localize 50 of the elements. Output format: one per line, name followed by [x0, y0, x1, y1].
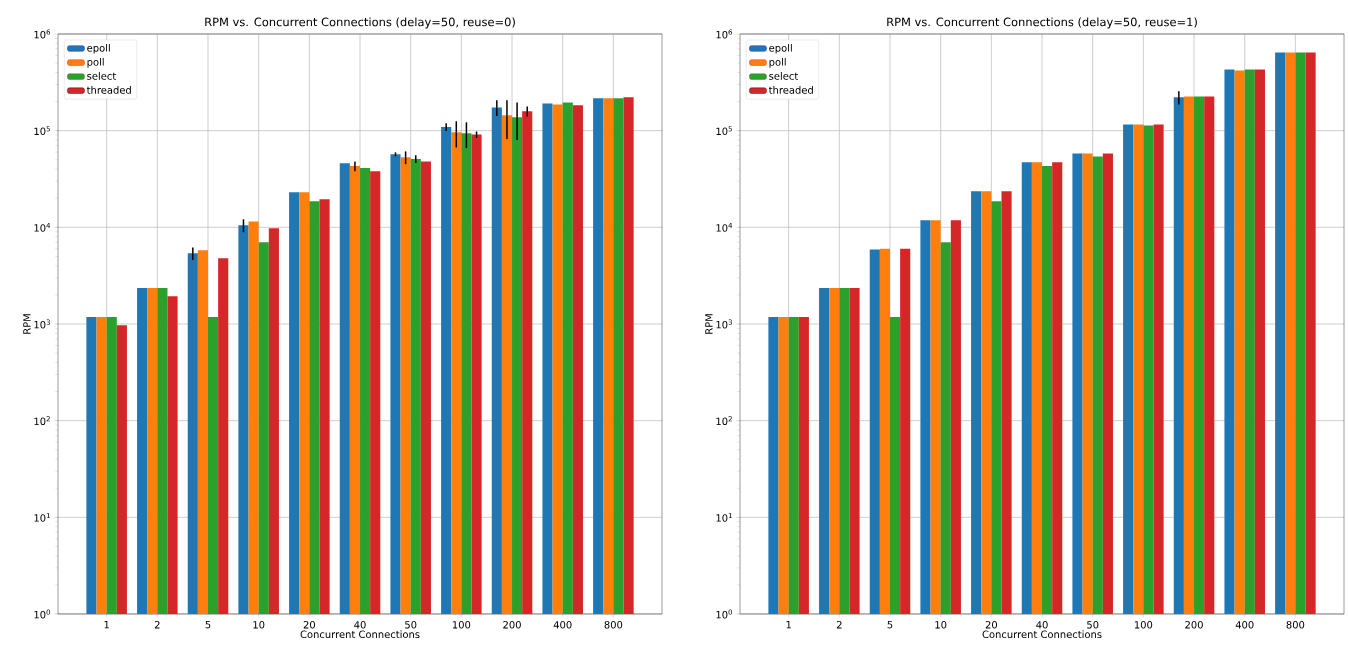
- x-tick-label: 20: [303, 620, 316, 629]
- x-tick-label: 2: [836, 620, 842, 629]
- x-tick-label: 1: [786, 621, 791, 629]
- chart-title: RPM vs. Concurrent Connections (delay=50, reuse=0): [205, 17, 515, 29]
- y-tick-label: 10$^{2}$: [716, 416, 732, 426]
- x-tick-label: 800: [1286, 620, 1305, 629]
- x-tick-label: 2: [154, 620, 160, 629]
- y-axis-title: RPM: [23, 314, 31, 334]
- x-axis-title: Concurrent Connections: [300, 630, 420, 639]
- y-tick-label: 10$^{4}$: [716, 222, 733, 232]
- y-tick-label: 10$^{2}$: [34, 416, 50, 426]
- x-tick-label: 1: [104, 621, 109, 629]
- legend-label: poll: [87, 58, 104, 68]
- x-axis-title: Concurrent Connections: [982, 630, 1102, 639]
- x-tick-label: 20: [985, 620, 998, 629]
- y-tick-label: 10$^{5}$: [34, 126, 50, 136]
- x-tick-label: 50: [405, 620, 417, 629]
- x-tick-label: 100: [452, 620, 471, 629]
- y-tick-label: 10$^{6}$: [34, 29, 51, 39]
- legend-label: threaded: [86, 86, 131, 94]
- y-tick-label: 10$^{3}$: [716, 319, 732, 329]
- chart-title: RPM vs. Concurrent Connections (delay=50, reuse=1): [887, 17, 1197, 29]
- legend-label: epoll: [87, 43, 110, 54]
- legend-label: epoll: [769, 43, 792, 54]
- x-tick-label: 5: [205, 621, 211, 629]
- x-tick-label: 200: [1185, 620, 1203, 629]
- y-tick-label: 10$^{5}$: [716, 126, 732, 136]
- y-tick-label: 10$^{1}$: [716, 512, 732, 522]
- x-tick-label: 5: [887, 621, 893, 629]
- x-tick-label: 40: [1036, 620, 1048, 629]
- y-tick-label: 10$^{0}$: [34, 609, 51, 619]
- x-tick-label: 200: [503, 620, 521, 629]
- x-tick-label: 400: [1235, 620, 1254, 629]
- x-tick-label: 10: [253, 620, 265, 629]
- x-tick-label: 50: [1087, 620, 1099, 629]
- y-tick-label: 10$^{4}$: [34, 222, 51, 232]
- y-tick-label: 10$^{0}$: [716, 609, 733, 619]
- y-tick-label: 10$^{1}$: [34, 512, 50, 522]
- x-tick-label: 800: [604, 620, 623, 629]
- x-tick-label: 40: [354, 620, 366, 629]
- x-tick-label: 10: [935, 620, 947, 629]
- x-tick-label: 100: [1134, 620, 1153, 629]
- y-tick-label: 10$^{3}$: [34, 319, 50, 329]
- legend-label: select: [87, 72, 117, 80]
- legend-label: select: [769, 72, 799, 80]
- y-tick-label: 10$^{6}$: [716, 29, 733, 39]
- y-axis-title: RPM: [705, 314, 713, 334]
- legend-label: poll: [769, 58, 786, 68]
- legend-label: threaded: [768, 86, 813, 94]
- x-tick-label: 400: [553, 620, 572, 629]
